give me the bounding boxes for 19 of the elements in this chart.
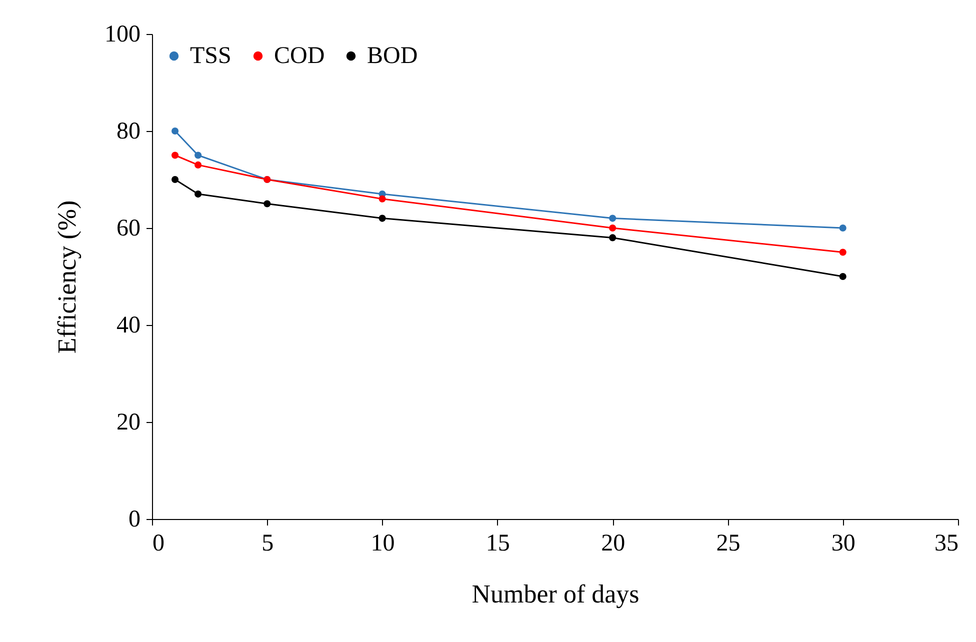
x-tick-label: 20 xyxy=(601,530,626,556)
x-tick-label: 0 xyxy=(152,530,164,556)
legend-label: BOD xyxy=(367,43,418,69)
x-tick-label: 25 xyxy=(716,530,740,556)
x-axis-title: Number of days xyxy=(472,580,640,608)
y-tick-label: 100 xyxy=(104,22,140,48)
y-tick-label: 20 xyxy=(116,410,140,436)
x-tick-label: 35 xyxy=(934,530,958,556)
y-tick-label: 60 xyxy=(116,216,140,242)
y-tick-label: 0 xyxy=(128,506,140,532)
legend-label: COD xyxy=(274,43,325,69)
x-tick-label: 15 xyxy=(486,530,510,556)
x-tick-label: 10 xyxy=(370,530,395,556)
y-tick-label: 80 xyxy=(116,118,140,144)
x-tick-label: 30 xyxy=(831,530,856,556)
x-tick-label: 5 xyxy=(262,530,274,556)
y-tick-label: 40 xyxy=(116,312,140,338)
legend-label: TSS xyxy=(190,43,232,69)
y-axis-title: Efficiency (%) xyxy=(52,200,82,354)
